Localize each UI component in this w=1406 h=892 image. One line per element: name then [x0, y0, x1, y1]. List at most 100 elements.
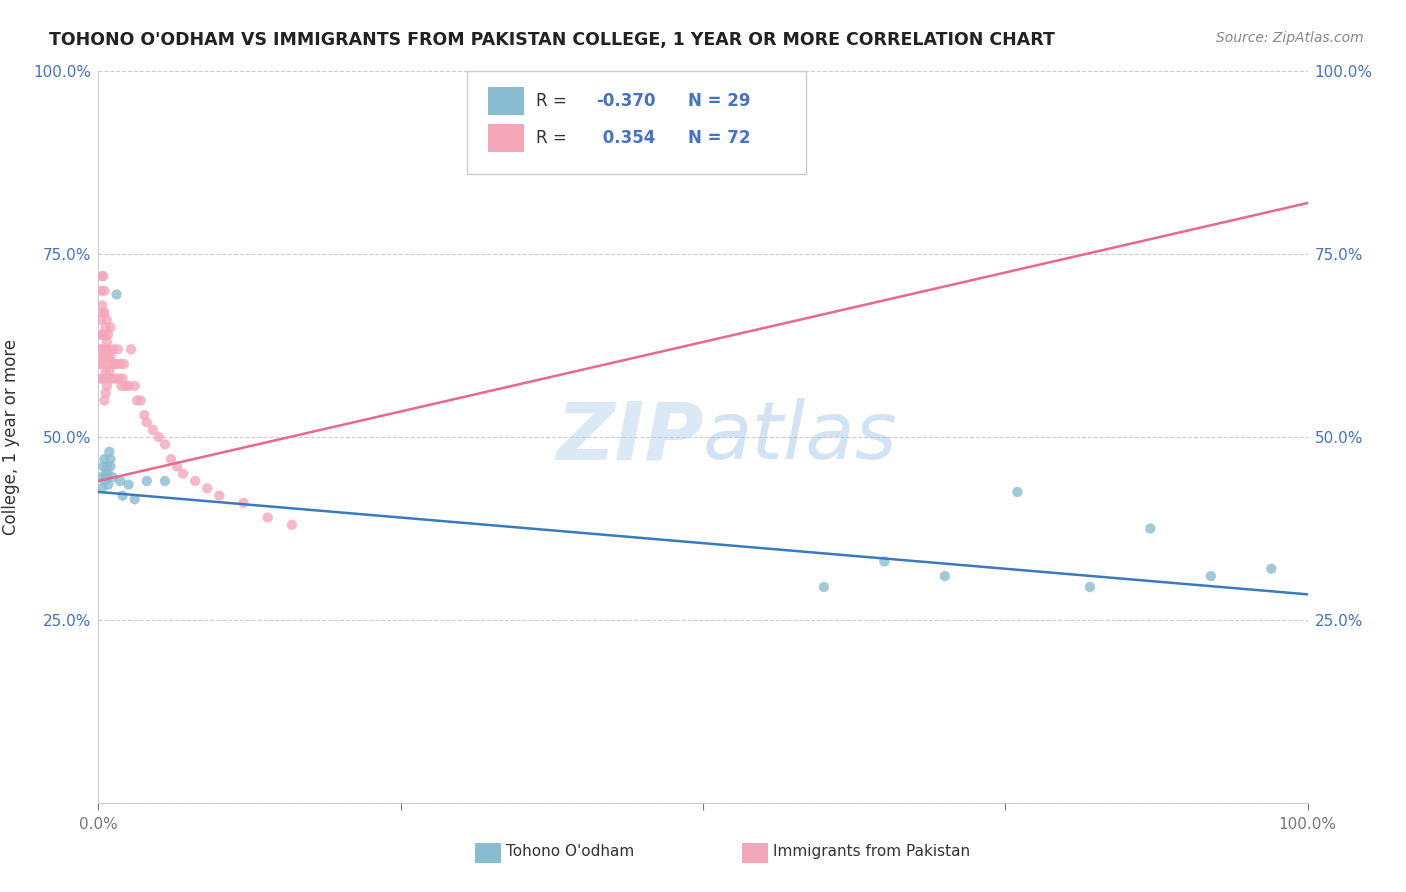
- Point: [184, 474, 207, 488]
- Text: Source: ZipAtlas.com: Source: ZipAtlas.com: [1216, 31, 1364, 45]
- FancyBboxPatch shape: [488, 124, 524, 152]
- Point: [100, 320, 122, 334]
- Point: [111, 371, 134, 385]
- Point: [813, 580, 835, 594]
- Point: [112, 357, 135, 371]
- Point: [281, 517, 304, 532]
- Text: -0.370: -0.370: [596, 93, 657, 111]
- Point: [91, 269, 114, 284]
- Point: [93, 284, 115, 298]
- Text: N = 29: N = 29: [689, 93, 751, 111]
- Text: atlas: atlas: [703, 398, 898, 476]
- Point: [91, 269, 114, 284]
- Point: [94, 343, 117, 357]
- Point: [100, 459, 122, 474]
- Point: [124, 379, 146, 393]
- Text: R =: R =: [536, 129, 572, 147]
- Point: [553, 123, 575, 137]
- Point: [195, 481, 218, 495]
- Y-axis label: College, 1 year or more: College, 1 year or more: [1, 339, 20, 535]
- Point: [104, 371, 127, 385]
- Point: [129, 393, 152, 408]
- Point: [172, 467, 194, 481]
- Point: [100, 350, 122, 364]
- Point: [110, 379, 132, 393]
- Point: [89, 343, 111, 357]
- Point: [934, 569, 956, 583]
- Text: R =: R =: [536, 93, 572, 111]
- Point: [97, 327, 120, 342]
- Point: [105, 357, 128, 371]
- Point: [160, 452, 183, 467]
- Point: [1007, 485, 1029, 500]
- Text: Tohono O'odham: Tohono O'odham: [506, 845, 634, 859]
- Point: [91, 298, 114, 312]
- Point: [93, 474, 115, 488]
- Point: [101, 470, 124, 484]
- Point: [98, 364, 121, 378]
- Point: [153, 437, 176, 451]
- Point: [1199, 569, 1222, 583]
- Point: [120, 343, 142, 357]
- Point: [108, 474, 131, 488]
- Point: [108, 357, 131, 371]
- Point: [1139, 521, 1161, 535]
- Point: [105, 287, 128, 301]
- Point: [94, 364, 117, 378]
- Point: [166, 459, 188, 474]
- Point: [96, 379, 118, 393]
- Point: [118, 477, 141, 491]
- Point: [107, 343, 129, 357]
- Point: [91, 371, 114, 385]
- Text: N = 72: N = 72: [689, 129, 751, 147]
- FancyBboxPatch shape: [488, 87, 524, 115]
- Point: [873, 554, 896, 568]
- Point: [94, 386, 117, 401]
- Point: [232, 496, 254, 510]
- Point: [93, 393, 115, 408]
- Point: [135, 416, 157, 430]
- Point: [1260, 562, 1282, 576]
- Text: ZIP: ZIP: [555, 398, 703, 476]
- Point: [94, 467, 117, 481]
- Point: [90, 470, 112, 484]
- Text: TOHONO O'ODHAM VS IMMIGRANTS FROM PAKISTAN COLLEGE, 1 YEAR OR MORE CORRELATION C: TOHONO O'ODHAM VS IMMIGRANTS FROM PAKIST…: [49, 31, 1054, 49]
- Point: [114, 379, 136, 393]
- Point: [93, 306, 115, 320]
- Point: [97, 467, 120, 481]
- Point: [134, 408, 156, 422]
- Point: [100, 452, 122, 467]
- Point: [127, 393, 149, 408]
- Point: [97, 350, 120, 364]
- Point: [100, 357, 122, 371]
- Point: [96, 313, 118, 327]
- Point: [96, 357, 118, 371]
- Point: [98, 444, 121, 458]
- Point: [91, 327, 114, 342]
- Point: [111, 489, 134, 503]
- Point: [124, 492, 146, 507]
- FancyBboxPatch shape: [467, 71, 806, 174]
- Point: [94, 320, 117, 334]
- Text: Immigrants from Pakistan: Immigrants from Pakistan: [773, 845, 970, 859]
- Point: [90, 327, 112, 342]
- Point: [93, 327, 115, 342]
- Text: 0.354: 0.354: [596, 129, 655, 147]
- Point: [148, 430, 170, 444]
- Point: [108, 371, 131, 385]
- Point: [101, 343, 124, 357]
- Point: [153, 474, 176, 488]
- Point: [96, 459, 118, 474]
- Point: [97, 371, 120, 385]
- Point: [101, 371, 124, 385]
- Point: [93, 452, 115, 467]
- Point: [91, 481, 114, 495]
- Point: [96, 470, 118, 484]
- Point: [91, 357, 114, 371]
- Point: [118, 379, 141, 393]
- Point: [91, 327, 114, 342]
- Point: [208, 489, 231, 503]
- Point: [91, 350, 114, 364]
- Point: [534, 94, 557, 108]
- Point: [100, 371, 122, 385]
